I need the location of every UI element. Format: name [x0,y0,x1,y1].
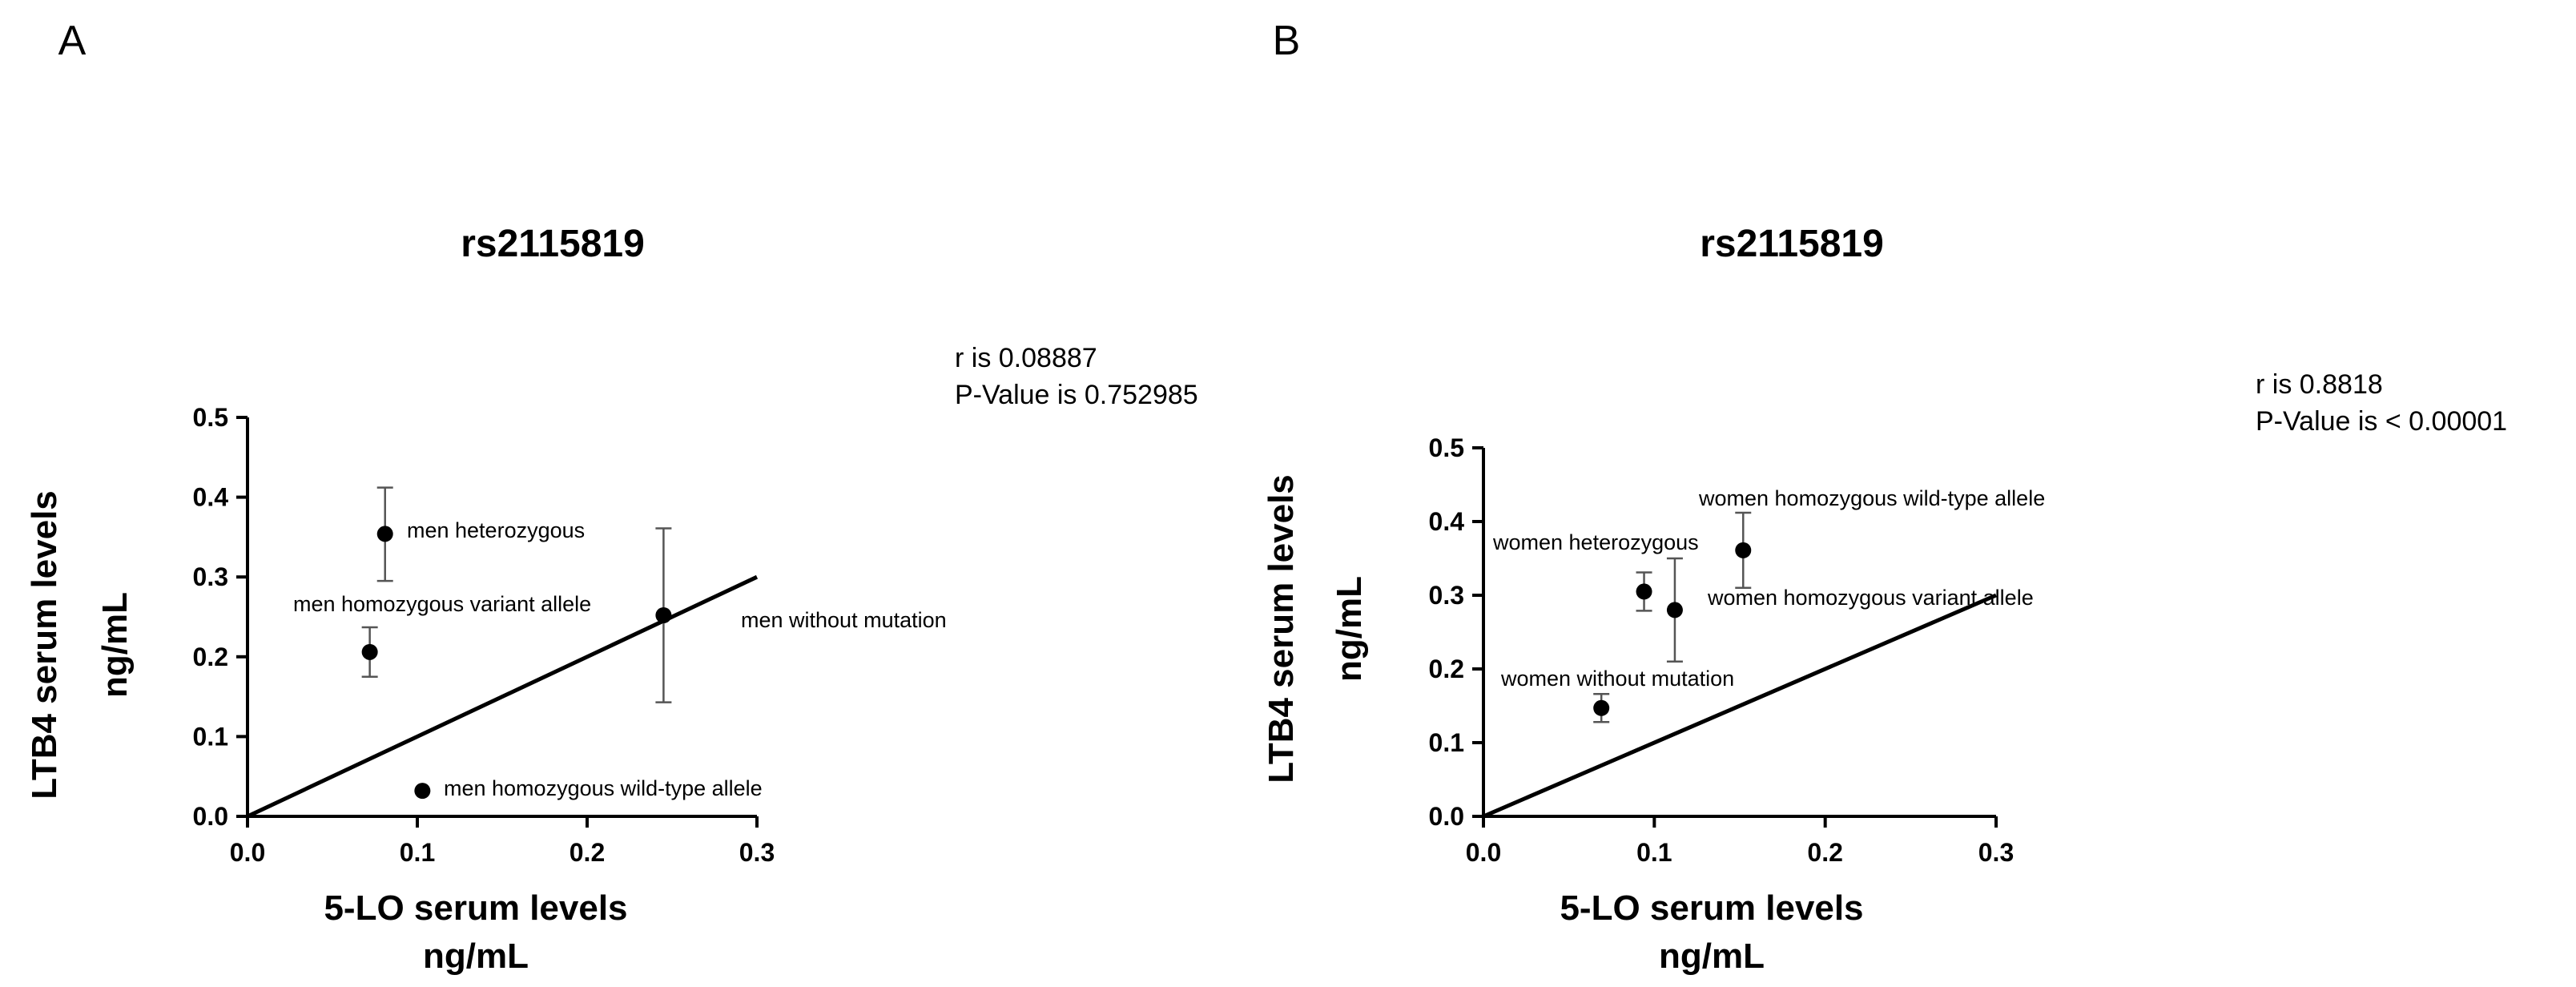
panel-letter: B [1273,18,1301,64]
data-point-label: men homozygous variant allele [293,592,591,616]
data-point [414,783,431,800]
y-axis-label: LTB4 serum levels [25,490,64,800]
correlation-r-text: r is 0.8818 [2256,369,2383,400]
y-tick-label: 0.0 [1429,802,1464,831]
y-tick-label: 0.3 [1429,581,1464,610]
y-axis-label: ng/mL [1330,576,1369,682]
x-tick-label: 0.2 [570,838,605,867]
y-tick-label: 0.4 [1429,507,1465,536]
data-point [361,643,378,660]
data-point [376,526,393,542]
data-point-label: women without mutation [1500,667,1734,691]
panel-letter: A [58,18,87,64]
x-tick-label: 0.1 [1636,838,1672,867]
data-point [1593,699,1610,716]
chart-title: rs2115819 [1700,223,1884,265]
y-tick-label: 0.3 [193,562,228,591]
p-value-text: P-Value is 0.752985 [955,380,1198,410]
data-point [1636,583,1652,600]
y-axis-label: LTB4 serum levels [1262,474,1301,784]
data-point-label: men without mutation [741,608,947,632]
y-tick-label: 0.5 [1429,433,1464,462]
y-tick-label: 0.2 [1429,655,1464,683]
data-point-label: women homozygous wild-type allele [1698,486,2045,510]
data-point-label: women heterozygous [1492,530,1699,554]
y-axis-label: ng/mL [95,592,135,698]
x-axis-label: 5-LO serum levels [1560,888,1863,928]
p-value-text: P-Value is < 0.00001 [2256,406,2507,437]
trend-line [1483,593,1997,819]
x-tick-label: 0.3 [1978,838,2014,867]
data-point-label: men homozygous wild-type allele [444,776,763,800]
x-axis-label: ng/mL [1659,937,1765,976]
y-tick-label: 0.0 [193,802,228,831]
y-tick-label: 0.4 [193,483,229,512]
y-tick-label: 0.1 [1429,728,1464,757]
x-tick-label: 0.1 [400,838,435,867]
trend-line [246,574,759,819]
data-point-label: men heterozygous [407,518,585,542]
data-point-label: women homozygous variant allele [1707,586,2034,610]
x-tick-label: 0.3 [739,838,775,867]
data-point [1735,542,1752,558]
correlation-r-text: r is 0.08887 [955,343,1097,373]
data-point [1666,602,1683,618]
x-axis-label: 5-LO serum levels [324,888,627,928]
data-point [655,607,672,624]
x-tick-label: 0.0 [1466,838,1501,867]
y-tick-label: 0.5 [193,403,228,432]
x-axis-label: ng/mL [423,937,529,976]
chart-title: rs2115819 [461,223,645,265]
x-tick-label: 0.0 [230,838,265,867]
x-tick-label: 0.2 [1807,838,1842,867]
y-tick-label: 0.1 [193,722,228,751]
y-tick-label: 0.2 [193,643,228,671]
